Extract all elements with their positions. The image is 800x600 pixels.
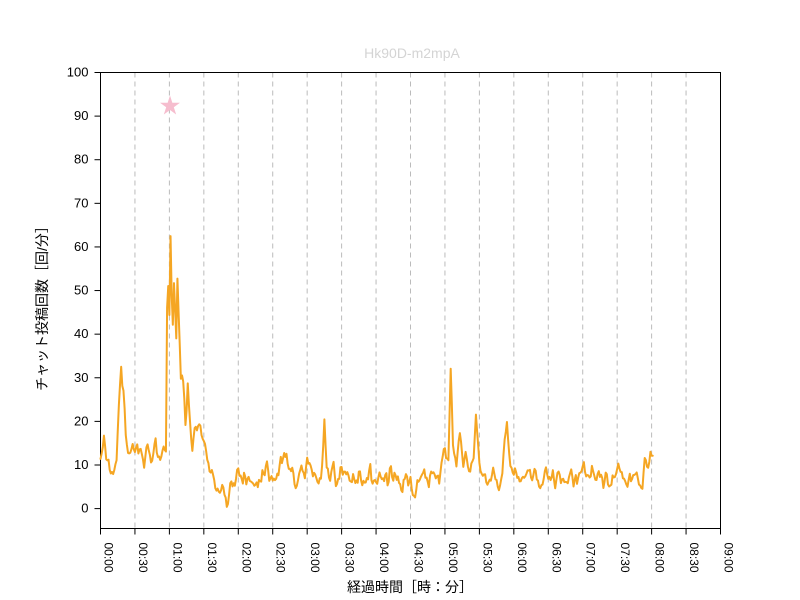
svg-text:07:30: 07:30	[618, 543, 632, 573]
svg-text:01:00: 01:00	[170, 543, 184, 573]
svg-text:チャット投稿回数［回/分］: チャット投稿回数［回/分］	[34, 219, 50, 391]
svg-text:04:00: 04:00	[377, 543, 391, 573]
svg-text:02:00: 02:00	[239, 543, 253, 573]
svg-text:05:30: 05:30	[480, 543, 494, 573]
svg-text:00:30: 00:30	[136, 543, 150, 573]
svg-text:50: 50	[74, 283, 88, 298]
svg-text:10: 10	[74, 457, 88, 472]
svg-text:01:30: 01:30	[205, 543, 219, 573]
svg-text:07:00: 07:00	[584, 543, 598, 573]
svg-text:40: 40	[74, 326, 88, 341]
svg-text:70: 70	[74, 195, 88, 210]
svg-text:09:00: 09:00	[722, 543, 736, 573]
svg-text:00:00: 00:00	[102, 543, 116, 573]
svg-text:80: 80	[74, 152, 88, 167]
svg-text:04:30: 04:30	[412, 543, 426, 573]
svg-text:20: 20	[74, 413, 88, 428]
svg-text:06:30: 06:30	[549, 543, 563, 573]
svg-text:02:30: 02:30	[274, 543, 288, 573]
svg-text:60: 60	[74, 239, 88, 254]
svg-text:03:30: 03:30	[343, 543, 357, 573]
svg-text:08:00: 08:00	[653, 543, 667, 573]
svg-text:30: 30	[74, 370, 88, 385]
svg-text:03:00: 03:00	[308, 543, 322, 573]
svg-text:05:00: 05:00	[446, 543, 460, 573]
svg-text:08:30: 08:30	[687, 543, 701, 573]
svg-text:Hk90D-m2mpA: Hk90D-m2mpA	[364, 45, 460, 61]
svg-text:90: 90	[74, 108, 88, 123]
svg-text:0: 0	[81, 501, 88, 516]
svg-text:06:00: 06:00	[515, 543, 529, 573]
svg-text:100: 100	[67, 65, 89, 80]
svg-text:経過時間［時：分］: 経過時間［時：分］	[347, 579, 473, 595]
